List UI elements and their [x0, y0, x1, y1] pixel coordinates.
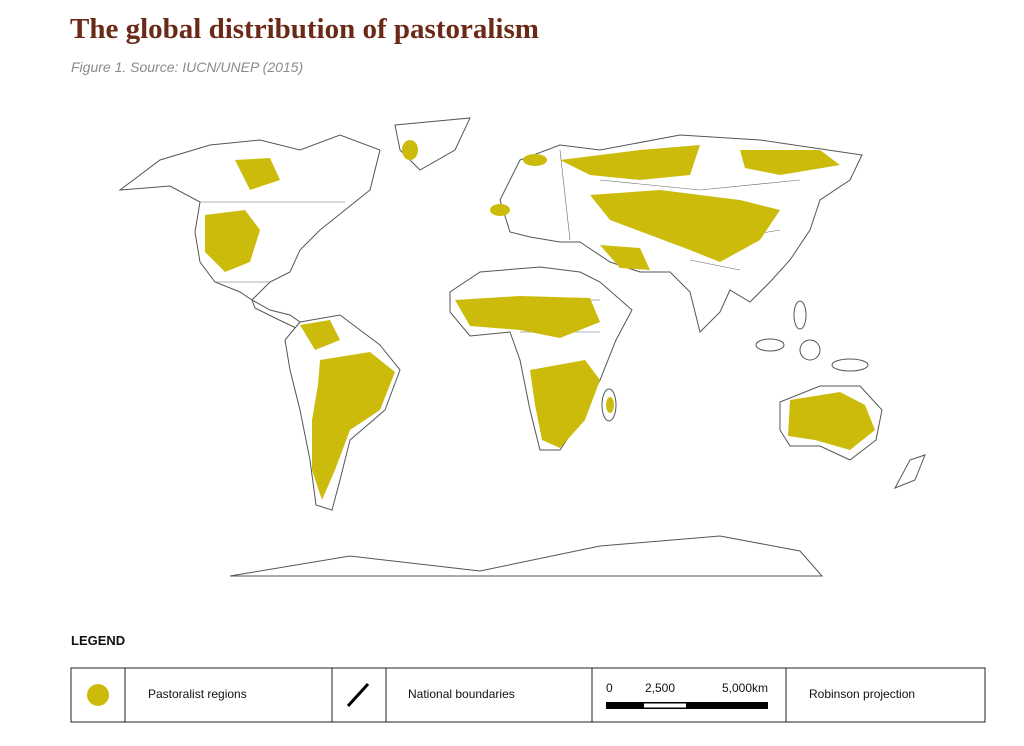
- legend-heading: LEGEND: [71, 633, 125, 648]
- title: The global distribution of pastoralism: [70, 13, 539, 45]
- scale-bar: [606, 702, 768, 709]
- scale-bar-segment: [644, 703, 686, 708]
- scale-label: 0: [606, 681, 613, 695]
- legend-label: Pastoralist regions: [148, 687, 247, 701]
- legend-label: National boundaries: [408, 687, 515, 701]
- map: [118, 117, 926, 577]
- legend: LEGEND Pastoralist regions National boun…: [70, 633, 986, 723]
- legend-label: Robinson projection: [809, 687, 915, 701]
- subtitle: Figure 1. Source: IUCN/UNEP (2015): [71, 59, 303, 75]
- boundary-swatch: [346, 682, 370, 708]
- pastoral-swatch: [87, 684, 109, 706]
- scale-label: 5,000km: [722, 681, 768, 695]
- scale-label: 2,500: [645, 681, 675, 695]
